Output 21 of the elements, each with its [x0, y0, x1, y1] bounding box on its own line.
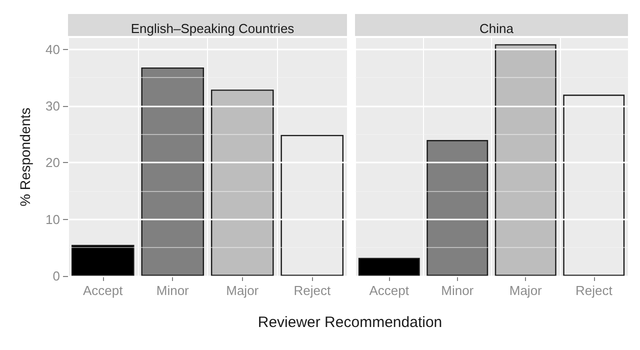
bar: [358, 258, 420, 276]
x-tick-label: Major: [226, 283, 260, 298]
x-tick-label: Accept: [369, 283, 410, 298]
bar: [494, 44, 556, 276]
x-tick-label: Major: [509, 283, 543, 298]
y-tick-label: 10: [46, 212, 60, 227]
y-tick-label: 20: [46, 155, 60, 170]
x-axis-title: Reviewer Recommendation: [256, 314, 444, 331]
chart-title: China: [480, 21, 514, 36]
bar: [71, 244, 134, 276]
y-tick-label: 0: [52, 268, 60, 284]
chart-title: English–Speaking Countries: [130, 21, 295, 36]
x-tick-label: Reject: [294, 283, 331, 298]
y-tick-label: 40: [46, 42, 60, 57]
y-tick-label: 30: [46, 98, 60, 114]
y-axis-title: % Respondents: [17, 108, 33, 206]
x-tick-label: Accept: [83, 283, 124, 298]
x-tick-label: Minor: [156, 283, 190, 298]
x-tick-label: Reject: [575, 283, 613, 298]
bar: [210, 90, 274, 276]
x-tick-label: Minor: [441, 283, 474, 298]
